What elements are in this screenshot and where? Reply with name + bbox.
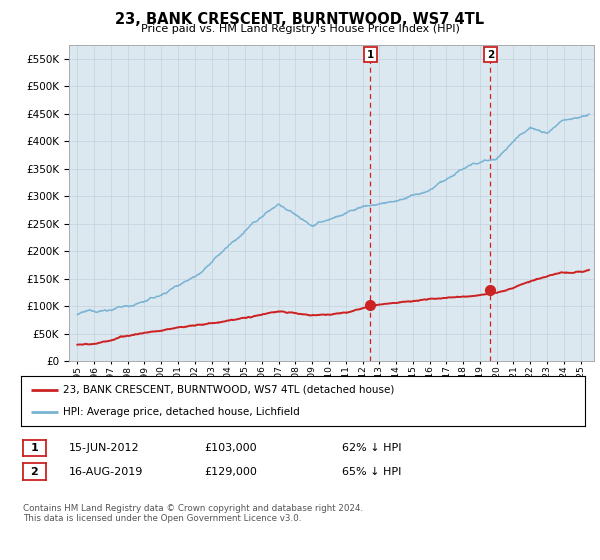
Text: 1: 1 (367, 49, 374, 59)
Text: 15-JUN-2012: 15-JUN-2012 (69, 443, 140, 453)
Text: 62% ↓ HPI: 62% ↓ HPI (342, 443, 401, 453)
Text: 65% ↓ HPI: 65% ↓ HPI (342, 466, 401, 477)
Text: 16-AUG-2019: 16-AUG-2019 (69, 466, 143, 477)
Text: 23, BANK CRESCENT, BURNTWOOD, WS7 4TL: 23, BANK CRESCENT, BURNTWOOD, WS7 4TL (115, 12, 485, 27)
Text: 2: 2 (31, 466, 38, 477)
Text: Contains HM Land Registry data © Crown copyright and database right 2024.
This d: Contains HM Land Registry data © Crown c… (23, 504, 363, 524)
Text: HPI: Average price, detached house, Lichfield: HPI: Average price, detached house, Lich… (64, 407, 300, 417)
Text: £129,000: £129,000 (204, 466, 257, 477)
Text: 23, BANK CRESCENT, BURNTWOOD, WS7 4TL (detached house): 23, BANK CRESCENT, BURNTWOOD, WS7 4TL (d… (64, 385, 395, 395)
Text: 1: 1 (31, 443, 38, 453)
Text: £103,000: £103,000 (204, 443, 257, 453)
Text: 2: 2 (487, 49, 494, 59)
Text: Price paid vs. HM Land Registry's House Price Index (HPI): Price paid vs. HM Land Registry's House … (140, 24, 460, 34)
